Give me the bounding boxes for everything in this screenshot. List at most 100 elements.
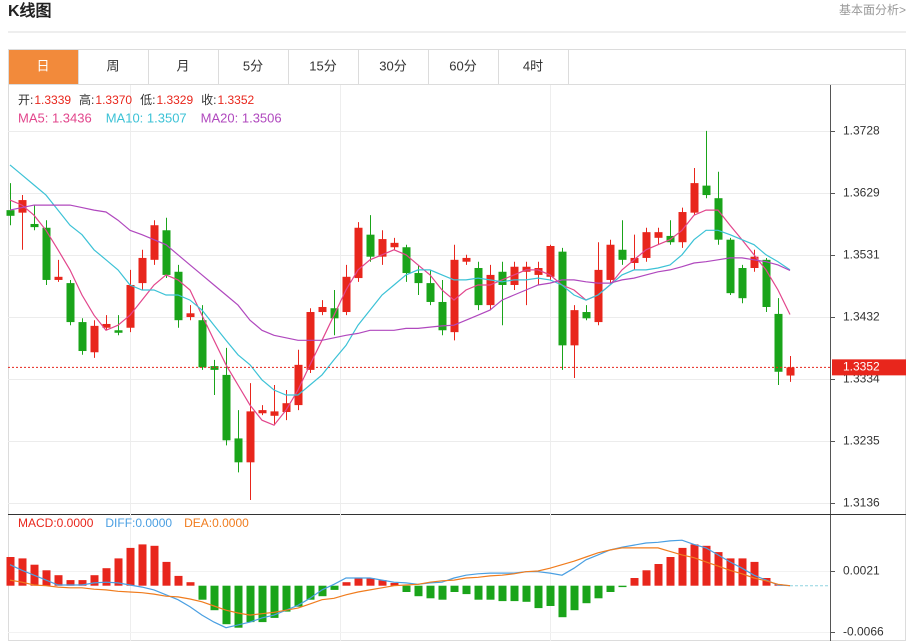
macd-bar — [270, 585, 279, 618]
macd-bar — [342, 582, 351, 586]
candle-body — [402, 247, 411, 274]
candle-body — [570, 310, 579, 346]
fundamental-link[interactable]: 基本面分析> — [839, 3, 906, 17]
macd-bar — [654, 564, 663, 586]
candle-body — [726, 239, 735, 294]
candle-body — [210, 366, 219, 370]
macd-bar — [450, 585, 459, 592]
page-title: K线图 — [8, 1, 52, 20]
macd-bar — [198, 585, 207, 600]
ma-line — [9, 164, 791, 396]
candle-body — [702, 185, 711, 196]
candle-body — [150, 225, 159, 260]
candle-body — [762, 259, 771, 307]
macd-line — [9, 539, 791, 629]
tab[interactable] — [358, 49, 429, 85]
info-label: 开: — [18, 93, 33, 107]
tab-label[interactable]: 日 — [36, 58, 49, 73]
tab-label[interactable]: 60分 — [449, 58, 476, 73]
macd-bar — [666, 557, 675, 586]
candle-body — [750, 256, 759, 268]
tab-label[interactable]: 15分 — [309, 58, 336, 73]
candle-body — [522, 266, 531, 272]
tab-label[interactable]: 4时 — [523, 58, 543, 73]
y-tick-label: 0.0021 — [843, 564, 880, 578]
macd-bar — [210, 585, 219, 611]
candle-body — [690, 183, 699, 213]
legend-entry: MA5: 1.3436 — [18, 110, 92, 125]
candle-body — [498, 271, 507, 285]
macd-bar — [162, 561, 171, 586]
candle-body — [174, 271, 183, 321]
macd-bar — [702, 545, 711, 586]
candle-body — [270, 411, 279, 416]
candle-body — [138, 257, 147, 284]
candle-body — [390, 242, 399, 248]
info-value: 1.3329 — [156, 93, 193, 107]
candle-body — [306, 312, 315, 370]
candle-body — [234, 438, 243, 463]
macd-bar — [714, 552, 723, 586]
legend-entry: DIFF:0.0000 — [105, 516, 172, 530]
candle-body — [630, 257, 639, 263]
tab[interactable] — [218, 49, 289, 85]
macd-bar — [306, 585, 315, 600]
info-label: 收: — [201, 93, 216, 107]
legend-entry: MA20: 1.3506 — [201, 110, 282, 125]
macd-bar — [426, 585, 435, 599]
candle-body — [198, 320, 207, 368]
legend-entry: DEA:0.0000 — [184, 516, 249, 530]
macd-bar — [414, 585, 423, 597]
y-tick-label: 1.3136 — [843, 496, 880, 510]
tab[interactable] — [78, 49, 149, 85]
info-label: 低: — [140, 93, 155, 107]
info-label: 高: — [79, 92, 94, 107]
macd-bar — [726, 558, 735, 586]
macd-bar — [510, 585, 519, 602]
macd-bar — [282, 585, 291, 612]
candle-body — [222, 374, 231, 441]
macd-bar — [534, 585, 543, 609]
info-value: 1.3352 — [217, 93, 254, 107]
candle-body — [30, 223, 39, 228]
macd-bar — [54, 575, 63, 586]
candle-body — [594, 269, 603, 323]
candle-body — [186, 313, 195, 318]
tab[interactable] — [498, 49, 569, 85]
tab[interactable] — [288, 49, 359, 85]
candle-body — [258, 410, 267, 414]
macd-bar — [318, 585, 327, 597]
ma-line — [9, 199, 791, 426]
candle-body — [438, 301, 447, 331]
macd-bar — [186, 582, 195, 586]
macd-bar — [126, 547, 135, 586]
y-tick-label: 1.3728 — [843, 124, 880, 138]
macd-bar — [138, 544, 147, 586]
macd-bar — [690, 544, 699, 586]
tab-label[interactable]: 周 — [106, 58, 119, 73]
tab[interactable] — [428, 49, 499, 85]
y-tick-label: 1.3629 — [843, 186, 880, 200]
ma-line — [9, 204, 791, 341]
macd-bar — [402, 585, 411, 592]
candle-body — [510, 266, 519, 285]
macd-bar — [114, 558, 123, 586]
candle-body — [546, 245, 555, 277]
macd-bar — [294, 585, 303, 607]
tab-label[interactable]: 月 — [176, 58, 189, 73]
candle-body — [318, 306, 327, 313]
candle-body — [378, 239, 387, 257]
candle-body — [78, 322, 87, 352]
candle-body — [66, 283, 75, 323]
candle-body — [450, 259, 459, 333]
candle-body — [18, 200, 27, 213]
tab-label[interactable]: 5分 — [243, 58, 263, 73]
tab[interactable] — [148, 49, 219, 85]
macd-bar — [90, 575, 99, 586]
macd-bar — [498, 585, 507, 602]
candle-body — [102, 323, 111, 328]
macd-bar — [246, 585, 255, 623]
tab-label[interactable]: 30分 — [379, 58, 406, 73]
legend-entry: MA10: 1.3507 — [106, 110, 187, 125]
legend-entry: MACD:0.0000 — [18, 516, 94, 530]
